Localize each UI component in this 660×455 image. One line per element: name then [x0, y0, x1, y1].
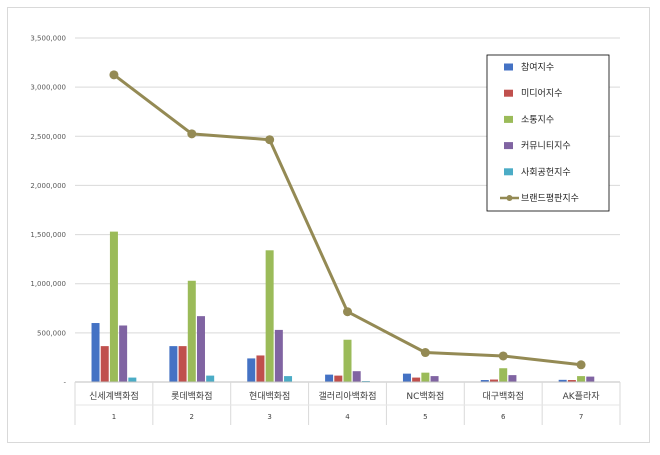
bar: [577, 376, 586, 382]
x-category-index: 3: [267, 413, 271, 421]
bar: [274, 329, 283, 382]
legend-label: 브랜드평판지수: [521, 193, 579, 204]
line-point: [576, 360, 586, 370]
y-tick-label: 2,500,000: [30, 133, 66, 141]
x-category-index: 5: [423, 413, 427, 421]
y-tick-label: 1,000,000: [30, 280, 66, 288]
legend-marker: [506, 195, 513, 201]
bar: [109, 231, 118, 382]
line-point: [420, 348, 430, 358]
bar: [265, 250, 274, 382]
x-category-label: 롯데백화점: [171, 390, 212, 402]
x-category-label: 현대백화점: [249, 390, 290, 402]
x-axis: 신세계백화점 1 롯데백화점 2 현대백화점 3 갤러리아백화점 4 NC백화점 5 대구백화점 6 A…: [74, 381, 621, 425]
bar: [402, 373, 411, 382]
bar: [586, 376, 595, 382]
legend-swatch: [504, 142, 513, 150]
x-category-label: NC백화점: [406, 390, 444, 402]
line-point: [265, 135, 275, 145]
bar: [334, 375, 343, 382]
bar: [284, 376, 293, 382]
legend-label: 커뮤니티지수: [521, 141, 571, 152]
bar: [567, 380, 576, 382]
bar: [128, 377, 137, 382]
bar: [343, 339, 352, 382]
line-point: [343, 307, 352, 317]
y-tick-label: -: [63, 379, 66, 387]
x-category-index: 1: [112, 413, 116, 421]
bar: [558, 379, 567, 382]
legend-label: 사회공헌지수: [521, 167, 571, 178]
line-point: [498, 351, 508, 361]
legend-swatch: [504, 115, 513, 123]
bar: [430, 376, 439, 382]
bar: [490, 379, 499, 382]
line-point: [109, 70, 119, 80]
legend-box: [486, 54, 610, 212]
y-axis: - 500,000 1,000,000 1,500,000 2,000,000 2,500…: [30, 35, 66, 387]
line-point: [187, 129, 197, 139]
bar: [178, 346, 187, 382]
bar: [247, 358, 256, 382]
bar: [256, 355, 265, 382]
y-tick-label: 3,000,000: [30, 84, 66, 92]
x-category-label: 신세계백화점: [89, 390, 139, 402]
bar: [196, 316, 205, 382]
bar: [412, 377, 421, 382]
bar: [169, 346, 178, 382]
x-category-label: AK플라자: [563, 391, 601, 402]
x-category-index: 7: [579, 413, 583, 421]
y-tick-label: 500,000: [37, 329, 66, 337]
x-category-index: 2: [190, 413, 194, 421]
legend-label: 소통지수: [521, 114, 554, 125]
bar: [119, 325, 128, 382]
bar: [480, 380, 489, 382]
bar: [187, 280, 196, 382]
bar: [91, 323, 100, 382]
line-series: [109, 70, 586, 370]
bar: [508, 375, 517, 382]
y-tick-label: 3,500,000: [30, 35, 66, 43]
legend-swatch: [504, 63, 513, 71]
legend-swatch: [504, 168, 513, 176]
bar: [100, 346, 109, 382]
y-tick-label: 2,000,000: [30, 182, 66, 190]
x-category-index: 4: [345, 413, 350, 421]
bar: [206, 375, 215, 382]
bar-series: [91, 231, 595, 382]
legend-swatch: [504, 89, 513, 97]
bar: [421, 372, 430, 382]
bar: [499, 368, 508, 382]
x-category-index: 6: [501, 413, 506, 421]
legend-label: 참여지수: [521, 61, 554, 73]
bar: [352, 371, 361, 382]
x-category-label: 대구백화점: [483, 390, 524, 402]
bar: [325, 374, 334, 382]
x-category-label: 갤러리아백화점: [319, 390, 377, 402]
legend-label: 미디어지수: [521, 88, 562, 99]
y-tick-label: 1,500,000: [30, 231, 66, 239]
